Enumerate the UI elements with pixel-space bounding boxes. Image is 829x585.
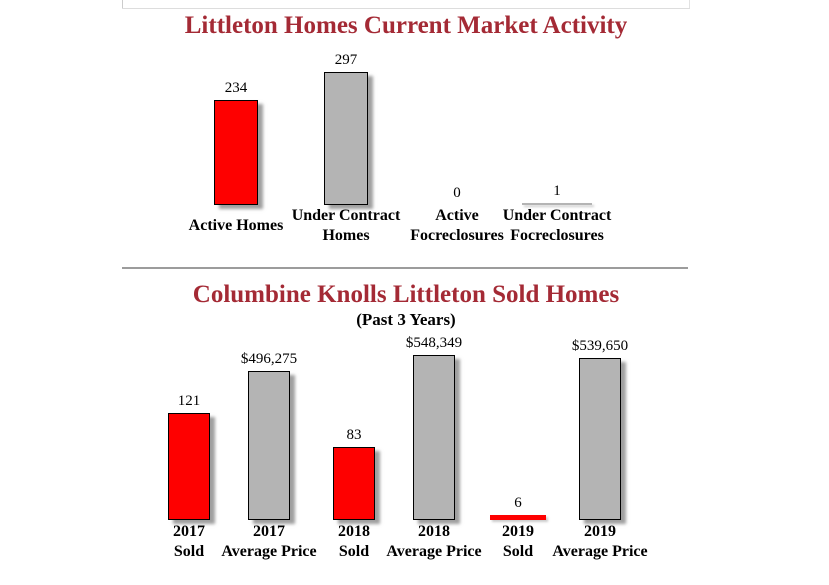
frame-top-border <box>122 8 690 9</box>
bar-2018-sold: 83 <box>333 427 375 520</box>
bar-value-label: 1 <box>553 183 561 199</box>
cat-under-contract-foreclosures: Under Contract Focreclosures <box>502 207 612 244</box>
bar-value-label: 6 <box>514 494 522 511</box>
bar-2017-average-price: $496,275 <box>241 351 297 520</box>
cat-under-contract-homes: Under Contract Homes <box>291 207 401 244</box>
sold-homes-subtitle: (Past 3 Years) <box>356 310 456 329</box>
cat-2017-average-price: 2017 Average Price <box>221 523 317 560</box>
sold-homes-title: Columbine Knolls Littleton Sold Homes <box>192 281 620 308</box>
bar-2018-average-price: $548,349 <box>406 335 462 520</box>
bar-rect <box>214 100 258 205</box>
bar-rect <box>333 446 375 520</box>
bar-value-label: $539,650 <box>571 337 629 354</box>
bar-value-label: $548,349 <box>405 334 463 351</box>
cat-2018-average-price: 2018 Average Price <box>386 523 482 560</box>
bar-under-contract-foreclosures: 1 <box>522 183 592 205</box>
bar-2017-sold: 121 <box>168 393 210 520</box>
bar-value-label: 121 <box>177 392 201 409</box>
cat-2019-sold: 2019 Sold <box>502 523 534 560</box>
bar-rect <box>579 357 621 520</box>
frame-corner-left <box>122 0 123 8</box>
bar-rect <box>490 514 546 520</box>
bar-rect <box>413 354 455 520</box>
cat-2019-average-price: 2019 Average Price <box>552 523 648 560</box>
bar-value-label: 297 <box>334 52 358 69</box>
bar-value-label: $496,275 <box>240 350 298 367</box>
bar-rect <box>324 72 368 205</box>
bar-active-homes: 234 <box>214 80 258 205</box>
cat-2017-sold: 2017 Sold <box>173 523 205 560</box>
cat-active-homes: Active Homes <box>188 217 284 234</box>
bar-2019-average-price: $539,650 <box>572 338 628 520</box>
frame-corner-right <box>689 0 690 8</box>
bar-under-contract-homes: 297 <box>324 52 368 205</box>
bar-active-foreclosures: 0 <box>435 185 479 205</box>
bar-rect <box>522 203 592 205</box>
bar-value-label: 83 <box>346 426 362 443</box>
market-activity-title: Littleton Homes Current Market Activity <box>184 12 628 39</box>
report-content: Littleton Homes Current Market Activity … <box>122 0 690 585</box>
bar-2019-sold: 6 <box>490 495 546 520</box>
bar-value-label: 0 <box>453 185 461 201</box>
section-divider <box>122 267 688 269</box>
bar-rect <box>248 370 290 520</box>
cat-2018-sold: 2018 Sold <box>338 523 370 560</box>
cat-active-foreclosures: Active Focreclosures <box>410 207 504 244</box>
bar-value-label: 234 <box>224 80 248 97</box>
bar-rect <box>168 412 210 520</box>
